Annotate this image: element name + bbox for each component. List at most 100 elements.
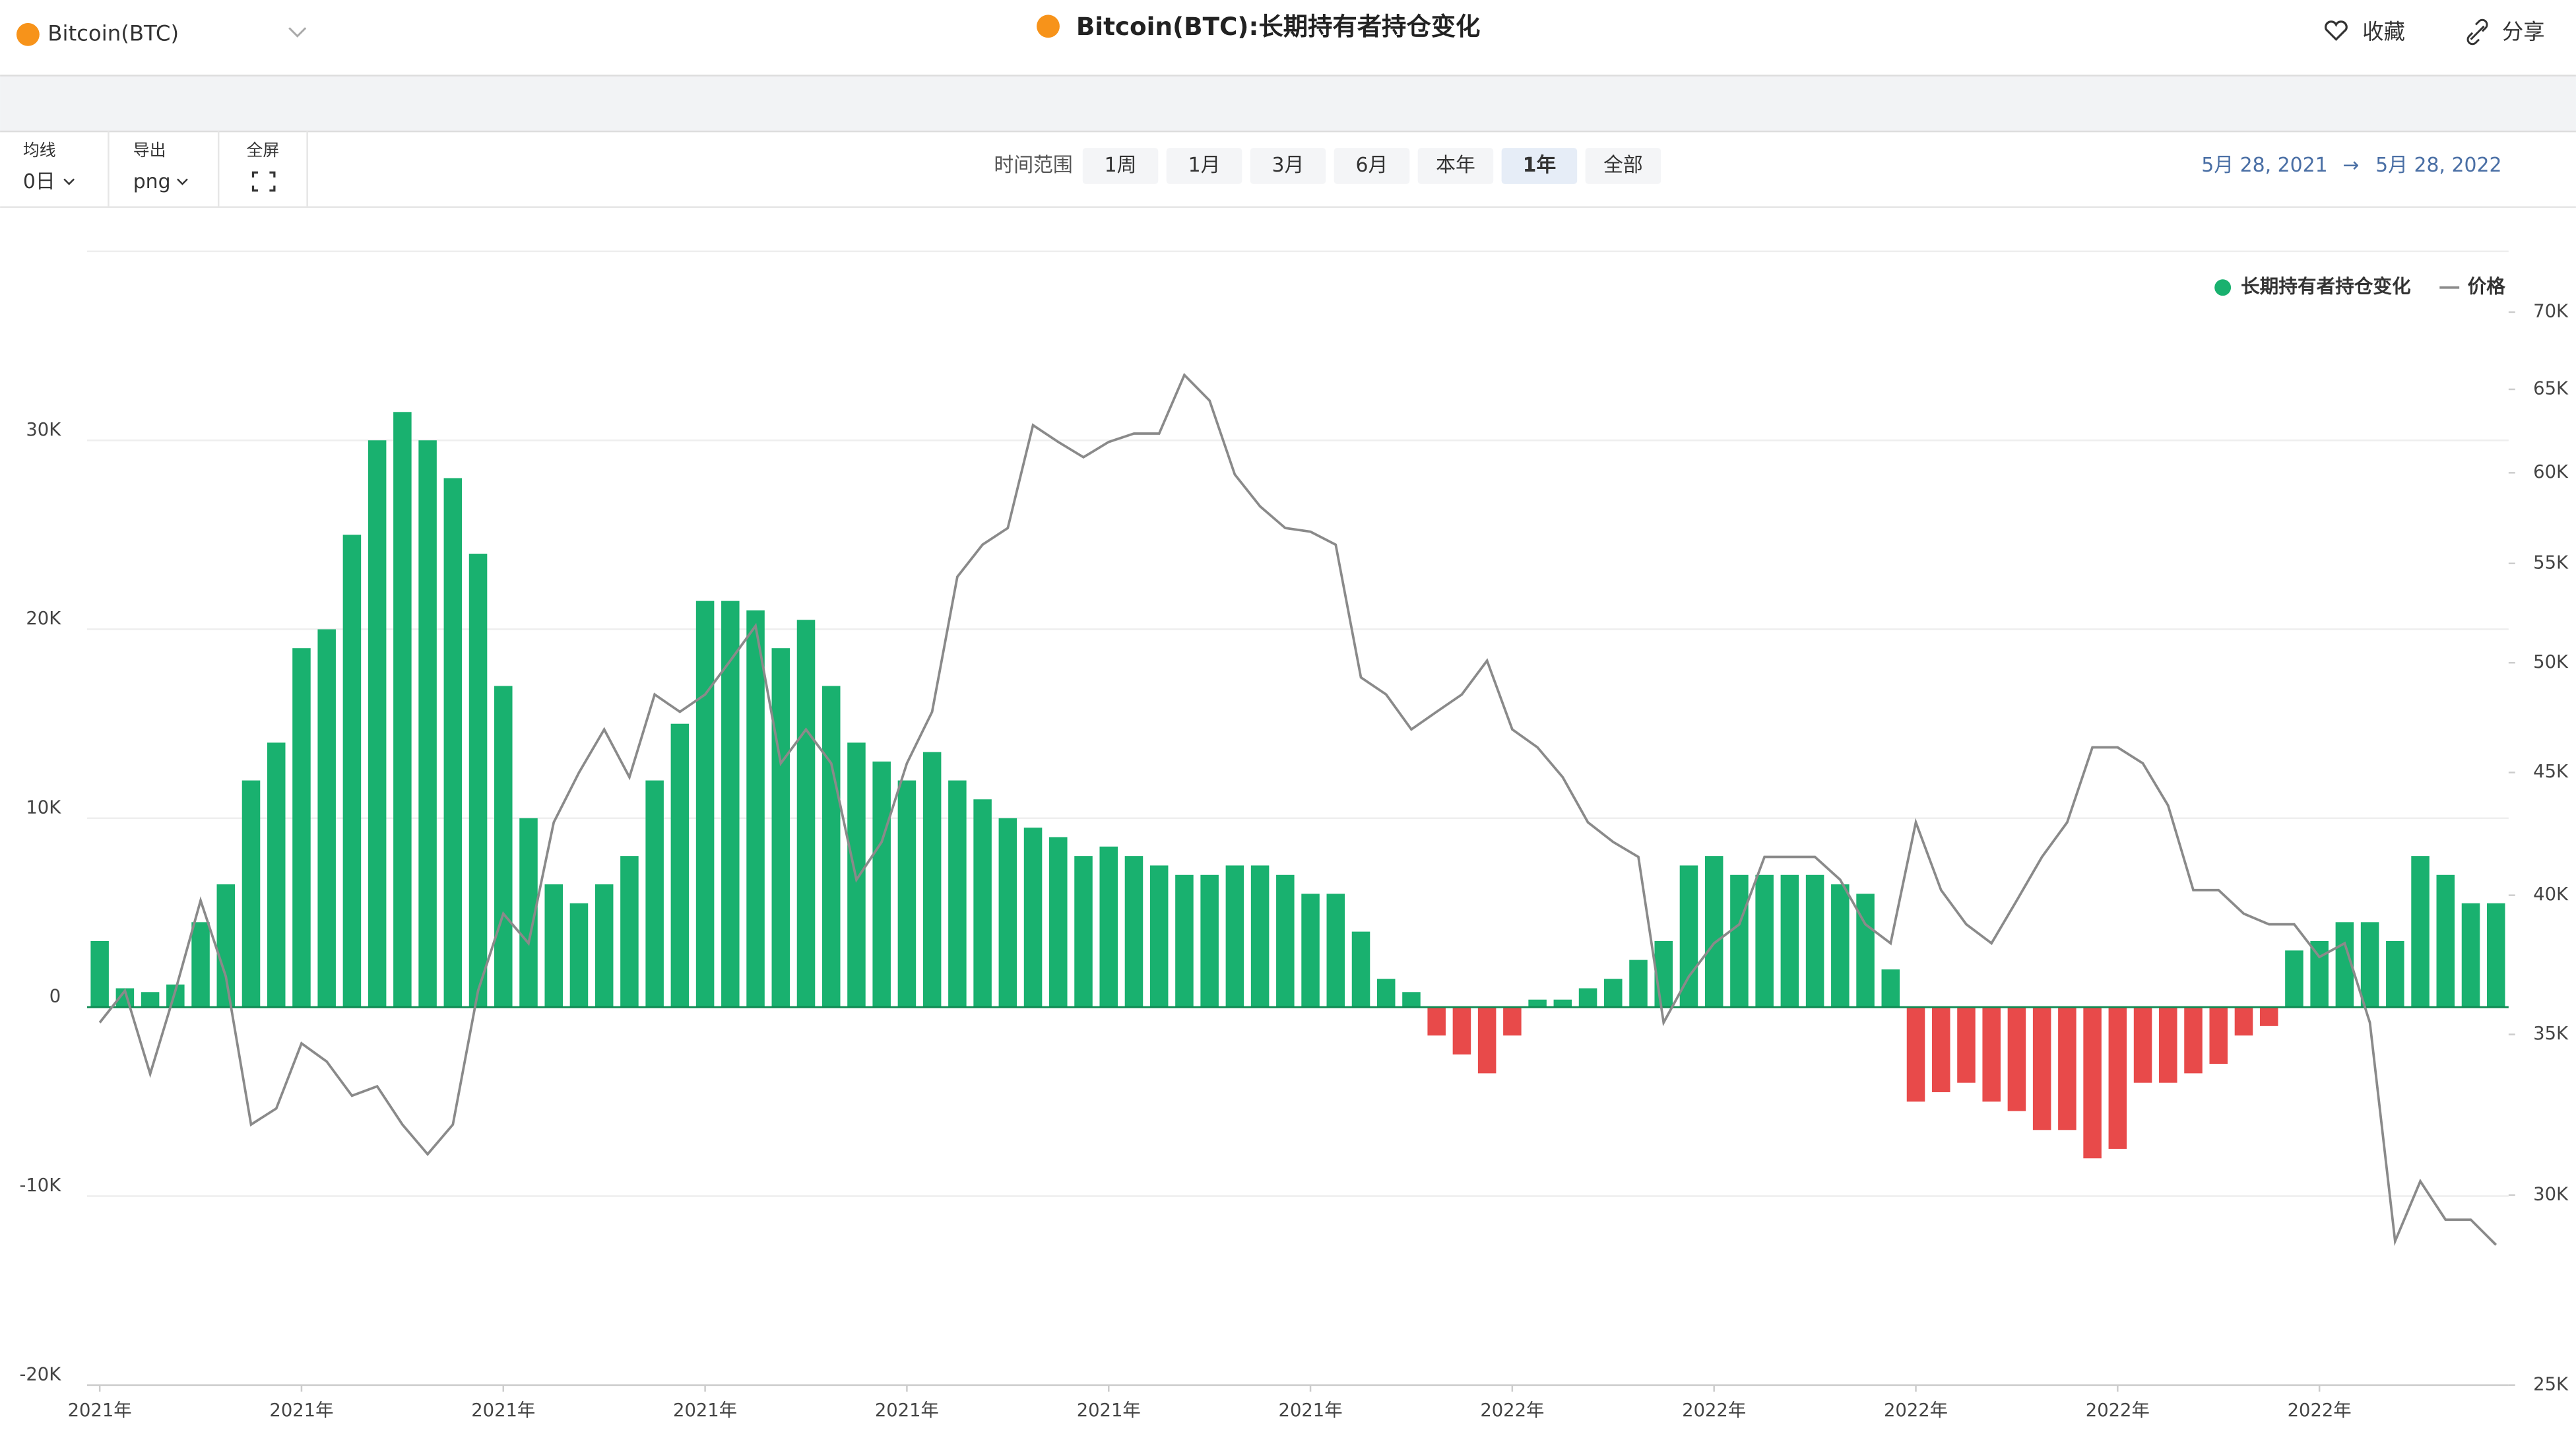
bar <box>468 554 488 1008</box>
y2-tick-label: 70K <box>2533 301 2569 321</box>
chart-title: Bitcoin(BTC):长期持有者持仓变化 <box>1076 12 1481 41</box>
bar <box>216 884 236 1008</box>
heart-icon <box>2325 20 2348 42</box>
bar <box>973 799 992 1008</box>
bar <box>2360 922 2379 1008</box>
bar <box>2133 1007 2152 1083</box>
bar <box>1654 940 1673 1008</box>
tool-label: 均线 <box>23 141 56 160</box>
bar <box>90 940 109 1008</box>
x-tick-label: 2022年 <box>1884 1400 1948 1421</box>
range-button-label[interactable]: 全部 <box>1603 154 1643 177</box>
y2-tick-label: 45K <box>2533 762 2569 782</box>
bar <box>2032 1007 2051 1130</box>
range-button[interactable] <box>1082 148 1159 184</box>
bar <box>1477 1007 1497 1074</box>
legend-label[interactable]: 长期持有者持仓变化 <box>2241 275 2411 298</box>
range-button[interactable] <box>1334 148 1410 184</box>
bar <box>1376 979 1396 1008</box>
fullscreen-button[interactable] <box>251 171 276 192</box>
link-icon <box>2466 18 2488 46</box>
asset-selector[interactable]: Bitcoin(BTC) <box>48 20 179 46</box>
bar <box>2310 940 2329 1008</box>
tool-label: 全屏 <box>247 141 280 160</box>
y-tick-label: -20K <box>20 1364 62 1385</box>
bar <box>292 648 311 1008</box>
y2-tick-label: 50K <box>2533 652 2569 672</box>
x-tick-label: 2021年 <box>673 1400 737 1421</box>
export-selector[interactable]: png <box>133 170 171 193</box>
tool-label: 导出 <box>133 141 166 160</box>
bar <box>2486 903 2505 1008</box>
range-button-label[interactable]: 1年 <box>1523 154 1557 177</box>
range-button[interactable] <box>1166 148 1242 184</box>
dropdown-arrow <box>177 178 188 185</box>
bar <box>368 440 387 1008</box>
bar <box>317 629 336 1008</box>
legend-label[interactable]: 价格 <box>2468 275 2506 298</box>
share-button[interactable]: 分享 <box>2502 19 2545 44</box>
bar <box>2461 903 2480 1008</box>
bar <box>1931 1007 1950 1093</box>
x-tick-label: 2022年 <box>1682 1400 1746 1421</box>
range-button-label[interactable]: 3月 <box>1272 154 1304 177</box>
bar <box>1578 988 1597 1008</box>
range-label: 时间范围 <box>994 154 1072 177</box>
bar <box>1957 1007 1976 1083</box>
bar <box>872 761 891 1008</box>
range-button-label[interactable]: 本年 <box>1436 154 1475 177</box>
y2-tick-label: 30K <box>2533 1184 2569 1204</box>
range-button[interactable] <box>1501 148 1578 184</box>
bar <box>1755 874 1774 1008</box>
date-to[interactable]: 5月 28, 2022 <box>2375 154 2501 177</box>
x-tick-label: 2021年 <box>1279 1400 1343 1421</box>
range-button[interactable] <box>1250 148 1326 184</box>
bar <box>620 856 639 1008</box>
y2-tick-label: 60K <box>2533 462 2569 482</box>
bar <box>1679 865 1698 1008</box>
range-button[interactable] <box>1417 148 1494 184</box>
bar <box>2259 1007 2278 1026</box>
bar <box>1553 999 1572 1008</box>
x-tick-label: 2022年 <box>2288 1400 2352 1421</box>
coin-icon <box>1037 15 1060 38</box>
bar <box>1074 856 1093 1008</box>
bar <box>1704 856 1723 1008</box>
bar <box>2108 1007 2127 1149</box>
y-tick-label: -10K <box>20 1175 62 1196</box>
bar <box>645 780 664 1008</box>
bar <box>1604 979 1623 1008</box>
bar <box>393 412 412 1008</box>
bar <box>267 742 286 1008</box>
x-tick-label: 2021年 <box>68 1400 132 1421</box>
bar <box>569 903 589 1008</box>
bar <box>2007 1007 2026 1111</box>
y2-tick-label: 25K <box>2533 1374 2569 1394</box>
bar <box>418 440 437 1008</box>
range-button-label[interactable]: 6月 <box>1356 154 1388 177</box>
bar <box>1250 865 1270 1008</box>
bar <box>1503 1007 1522 1036</box>
y-tick-label: 30K <box>26 420 61 440</box>
favorite-button[interactable]: 收藏 <box>2362 19 2405 44</box>
bar <box>1805 874 1824 1008</box>
bar <box>998 818 1017 1008</box>
bar <box>1906 1007 1925 1102</box>
range-button-label[interactable]: 1周 <box>1105 154 1137 177</box>
range-button-label[interactable]: 1月 <box>1188 154 1221 177</box>
date-from[interactable]: 5月 28, 2021 <box>2201 154 2327 177</box>
bar <box>2058 1007 2077 1130</box>
bar <box>2209 1007 2228 1064</box>
bar <box>1149 865 1169 1008</box>
bar <box>1225 865 1244 1008</box>
bar <box>2234 1007 2253 1036</box>
range-button[interactable] <box>1585 148 1661 184</box>
bar <box>2436 874 2455 1008</box>
bar <box>494 686 513 1008</box>
dropdown-arrow <box>288 27 307 38</box>
bar <box>1099 846 1118 1008</box>
ma-selector[interactable]: 0日 <box>23 170 55 193</box>
bar <box>2411 856 2430 1008</box>
